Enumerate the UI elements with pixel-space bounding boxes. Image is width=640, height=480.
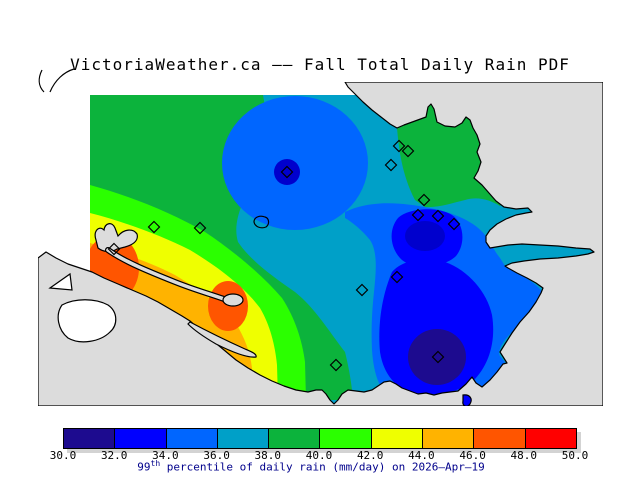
station-diamond-icon	[411, 208, 425, 222]
colorbar-cell	[371, 429, 424, 448]
station-diamond-icon	[329, 358, 343, 372]
channel	[106, 248, 226, 301]
colorbar-tick-label: 34.0	[152, 449, 179, 462]
caption-number: 99	[137, 460, 151, 474]
colorbar-tick-label: 40.0	[305, 449, 333, 462]
islet	[462, 394, 472, 406]
station-diamond-icon	[417, 193, 431, 207]
band-46-48	[208, 281, 248, 331]
station-diamond-icon	[401, 144, 415, 158]
colorbar-tick-label: 38.0	[254, 449, 282, 462]
colorbar-cell	[115, 429, 167, 448]
band-30-32	[408, 329, 466, 385]
station-diamond-icon	[147, 220, 161, 234]
band-32-34-core	[405, 221, 445, 251]
colorbar-tick-label: 48.0	[510, 449, 538, 462]
colorbar-cell	[166, 429, 218, 448]
colorbar-tick-label: 42.0	[356, 449, 384, 462]
caption-sup: th	[150, 459, 161, 468]
small-island	[48, 272, 73, 291]
colorbar-tick-label: 50.0	[561, 449, 589, 462]
colorbar-tick-label: 44.0	[408, 449, 435, 462]
sea	[38, 82, 603, 406]
station-diamond-icon	[107, 242, 121, 256]
colorbar-tick-label: 46.0	[459, 449, 486, 462]
colorbar-cell	[423, 429, 475, 448]
station-markers	[107, 139, 461, 372]
harbour-inlet	[187, 321, 257, 358]
page-title: VictoriaWeather.ca —— Fall Total Daily R…	[70, 55, 570, 74]
colorbar-tick-label: 32.0	[100, 449, 128, 462]
lake-outline	[253, 215, 270, 229]
station-diamond-icon	[431, 209, 445, 223]
colorbar-cell	[269, 429, 321, 448]
station-diamond-icon	[390, 270, 404, 284]
colorbar-tick-label: 30.0	[49, 449, 77, 462]
lagoon-island	[57, 299, 117, 343]
station-diamond-icon	[355, 283, 369, 297]
channel-basin	[222, 293, 244, 307]
colorbar-cell	[474, 429, 526, 448]
colorbar-cell	[64, 429, 116, 448]
colorbar-cell	[217, 429, 270, 448]
station-diamond-icon	[384, 158, 398, 172]
band-32-34-core	[274, 159, 300, 185]
coastline-fragment-icon	[49, 68, 75, 93]
map-window	[38, 82, 603, 406]
colorbar-tick-label: 36.0	[203, 449, 230, 462]
station-diamond-icon	[193, 221, 207, 235]
coastline-fragment-icon	[38, 69, 45, 93]
station-diamond-icon	[280, 165, 294, 179]
station-diamond-icon	[392, 139, 406, 153]
colorbar-cell	[320, 429, 372, 448]
colorbar-caption: 99th percentile of daily rain (mm/day) o…	[0, 459, 622, 474]
colorbar	[63, 428, 577, 449]
station-diamond-icon	[431, 350, 445, 364]
colorbar-cell	[525, 429, 576, 448]
station-diamond-icon	[447, 217, 461, 231]
harbour	[94, 223, 138, 253]
caption-text: percentile of daily rain (mm/day) on 202…	[160, 460, 485, 474]
